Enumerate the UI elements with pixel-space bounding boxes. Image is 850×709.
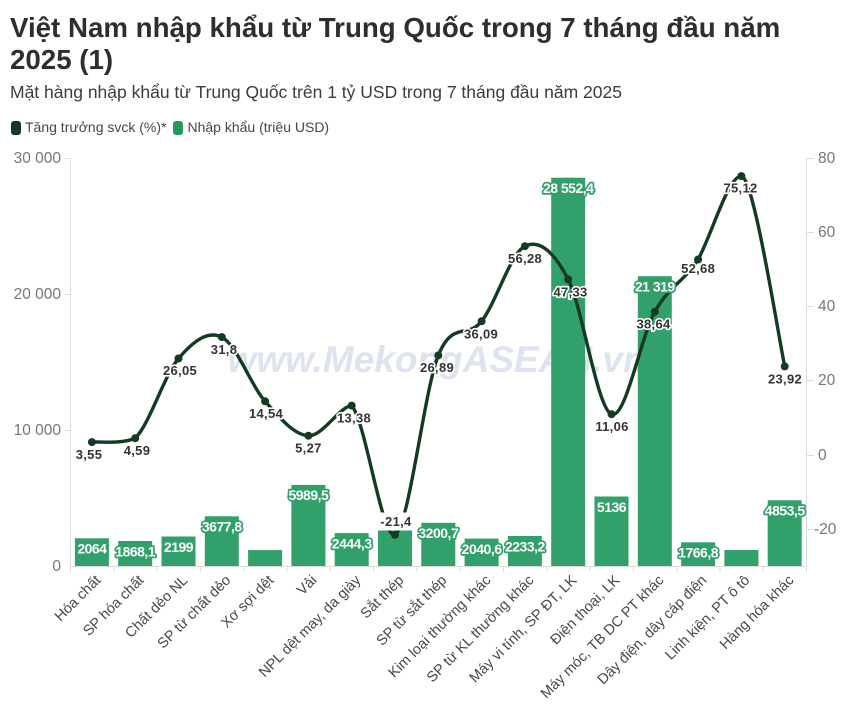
svg-text:5989,5: 5989,5 — [288, 487, 329, 503]
svg-text:23,92: 23,92 — [768, 372, 802, 387]
svg-text:3677,8: 3677,8 — [202, 519, 243, 535]
svg-text:1766,8: 1766,8 — [678, 545, 719, 561]
svg-text:80: 80 — [818, 150, 836, 167]
svg-text:75,12: 75,12 — [723, 181, 757, 196]
svg-text:26,05: 26,05 — [163, 363, 197, 378]
svg-text:2199: 2199 — [164, 539, 194, 555]
svg-text:60: 60 — [818, 224, 836, 241]
svg-text:2444,3: 2444,3 — [332, 535, 373, 551]
svg-text:3,55: 3,55 — [76, 447, 103, 462]
svg-text:36,09: 36,09 — [464, 326, 498, 341]
svg-text:30 000: 30 000 — [14, 150, 62, 167]
svg-text:4,59: 4,59 — [124, 443, 151, 458]
svg-text:-20: -20 — [814, 521, 837, 538]
svg-text:14,54: 14,54 — [249, 406, 284, 421]
svg-text:2040,6: 2040,6 — [462, 541, 503, 557]
svg-text:26,89: 26,89 — [420, 360, 454, 375]
svg-text:1868,1: 1868,1 — [115, 543, 156, 559]
svg-text:2064: 2064 — [77, 541, 107, 557]
svg-text:40: 40 — [818, 298, 836, 315]
svg-text:2233,2: 2233,2 — [505, 538, 546, 554]
svg-text:5136: 5136 — [597, 499, 627, 515]
svg-text:56,28: 56,28 — [508, 251, 542, 266]
svg-text:31,8: 31,8 — [211, 342, 238, 357]
svg-text:3200,7: 3200,7 — [418, 525, 459, 541]
svg-text:-21,4: -21,4 — [380, 514, 412, 529]
svg-text:10 000: 10 000 — [14, 422, 62, 439]
svg-text:20: 20 — [818, 372, 836, 389]
svg-text:38,64: 38,64 — [636, 317, 671, 332]
svg-text:0: 0 — [52, 558, 61, 575]
svg-text:52,68: 52,68 — [681, 261, 715, 276]
svg-text:13,38: 13,38 — [337, 410, 371, 425]
svg-text:Vải: Vải — [294, 573, 320, 599]
svg-text:0: 0 — [818, 447, 827, 464]
svg-text:20 000: 20 000 — [14, 286, 62, 303]
svg-text:4853,5: 4853,5 — [765, 503, 806, 519]
svg-text:47,33: 47,33 — [553, 285, 587, 300]
svg-text:28 552,4: 28 552,4 — [543, 180, 594, 196]
svg-text:11,06: 11,06 — [595, 419, 628, 434]
svg-text:5,27: 5,27 — [295, 440, 322, 455]
svg-text:21 319: 21 319 — [635, 279, 676, 295]
